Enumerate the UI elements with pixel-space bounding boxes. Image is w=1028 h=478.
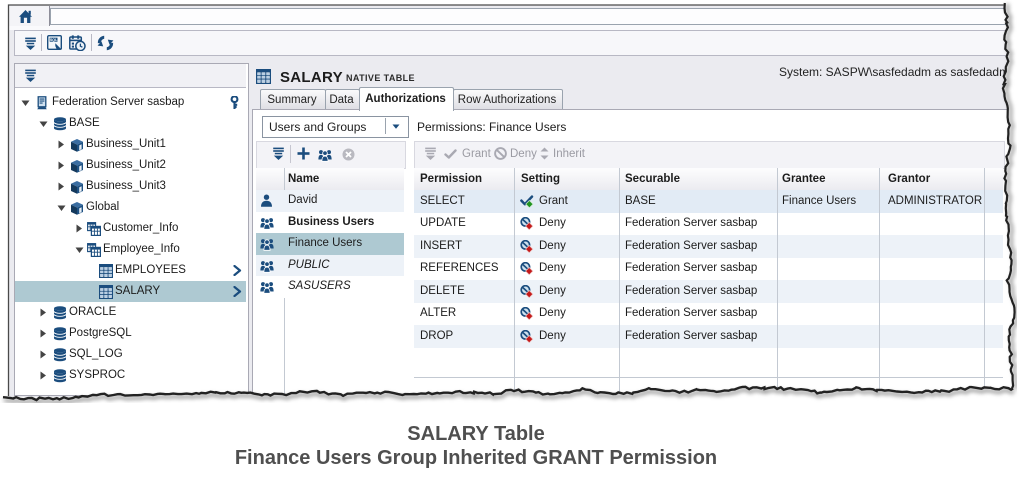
svg-text:SQL: SQL: [50, 38, 58, 42]
